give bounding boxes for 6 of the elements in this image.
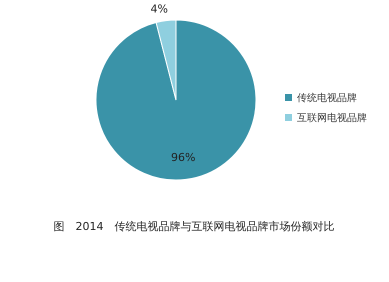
text: 图 2014 传统电视品牌与互联网电视品牌市场份额对比 xyxy=(54,220,334,233)
legend-label: 互联网电视品牌 xyxy=(297,112,367,124)
legend-label: 传统电视品牌 xyxy=(297,92,357,104)
pie-slice xyxy=(96,20,256,180)
data-label: 96% xyxy=(170,151,196,164)
data-label: 4% xyxy=(150,2,168,16)
